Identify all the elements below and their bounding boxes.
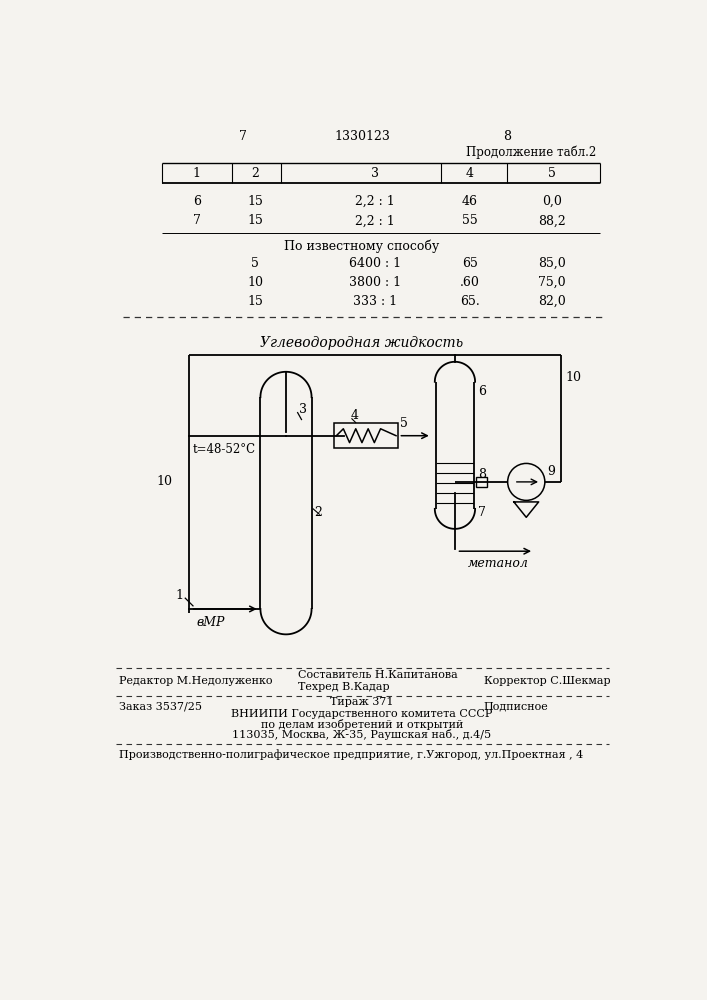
Text: 6: 6 [478, 385, 486, 398]
Text: 4: 4 [466, 167, 474, 180]
Text: Подписное: Подписное [484, 702, 549, 712]
Text: 5: 5 [400, 417, 408, 430]
Text: 113035, Москва, Ж-35, Раушская наб., д.4/5: 113035, Москва, Ж-35, Раушская наб., д.4… [233, 729, 491, 740]
Text: 2,2 : 1: 2,2 : 1 [355, 214, 395, 227]
Text: вМР: вМР [197, 616, 226, 629]
Text: t=48-52°C: t=48-52°C [193, 443, 256, 456]
Text: Техред В.Кадар: Техред В.Кадар [298, 682, 390, 692]
Text: 10: 10 [247, 276, 263, 289]
Text: Составитель Н.Капитанова: Составитель Н.Капитанова [298, 670, 457, 680]
Text: ВНИИПИ Государственного комитета СССР: ВНИИПИ Государственного комитета СССР [231, 709, 493, 719]
Text: 1330123: 1330123 [334, 130, 390, 143]
Text: 1: 1 [175, 589, 183, 602]
Text: 82,0: 82,0 [538, 295, 566, 308]
Text: Заказ 3537/25: Заказ 3537/25 [119, 702, 202, 712]
Text: Редактор М.Недолуженко: Редактор М.Недолуженко [119, 676, 273, 686]
Text: Продолжение табл.2: Продолжение табл.2 [466, 146, 596, 159]
Text: Углеводородная жидкость: Углеводородная жидкость [260, 336, 464, 350]
Text: 2,2 : 1: 2,2 : 1 [355, 195, 395, 208]
Text: 6: 6 [193, 195, 201, 208]
Bar [476, 477, 486, 487]
Text: 15: 15 [247, 214, 263, 227]
Text: 65.: 65. [460, 295, 479, 308]
Text: 3: 3 [299, 403, 307, 416]
Text: 6400 : 1: 6400 : 1 [349, 257, 401, 270]
Text: 5: 5 [251, 257, 259, 270]
Text: метанол: метанол [468, 557, 529, 570]
Text: 5: 5 [548, 167, 556, 180]
Text: 1: 1 [193, 167, 201, 180]
Text: Тираж 371: Тираж 371 [330, 697, 394, 707]
Text: 10: 10 [156, 475, 172, 488]
Text: Корректор С.Шекмар: Корректор С.Шекмар [484, 676, 610, 686]
Bar [334, 423, 398, 448]
Text: По известному способу: По известному способу [284, 240, 440, 253]
Text: 2: 2 [251, 167, 259, 180]
Circle shape [508, 463, 545, 500]
Text: .60: .60 [460, 276, 479, 289]
Text: 4: 4 [351, 409, 358, 422]
Text: 0,0: 0,0 [542, 195, 562, 208]
Text: 8: 8 [478, 468, 486, 481]
Text: 7: 7 [240, 130, 247, 143]
Text: 9: 9 [547, 465, 555, 478]
Text: 2: 2 [315, 506, 322, 519]
Text: 15: 15 [247, 195, 263, 208]
Text: 10: 10 [565, 371, 581, 384]
Text: 15: 15 [247, 295, 263, 308]
Text: 65: 65 [462, 257, 478, 270]
Text: 3800 : 1: 3800 : 1 [349, 276, 401, 289]
Text: 333 : 1: 333 : 1 [353, 295, 397, 308]
Text: 85,0: 85,0 [538, 257, 566, 270]
Text: 8: 8 [503, 130, 511, 143]
Text: 7: 7 [478, 506, 486, 519]
Text: 3: 3 [371, 167, 379, 180]
Text: 46: 46 [462, 195, 478, 208]
Text: 88,2: 88,2 [538, 214, 566, 227]
Text: 75,0: 75,0 [538, 276, 566, 289]
Text: по делам изобретений и открытий: по делам изобретений и открытий [261, 719, 463, 730]
Text: Производственно-полиграфическое предприятие, г.Ужгород, ул.Проектная , 4: Производственно-полиграфическое предприя… [119, 749, 583, 760]
Text: 55: 55 [462, 214, 477, 227]
Text: 7: 7 [193, 214, 201, 227]
